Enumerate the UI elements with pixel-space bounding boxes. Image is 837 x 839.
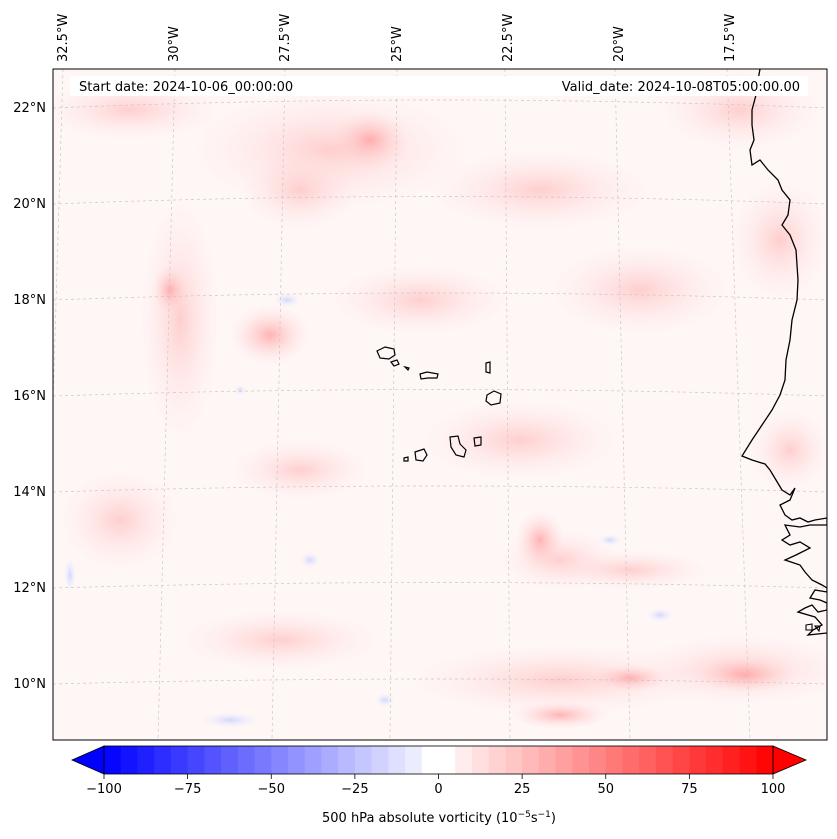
colorbar-segment [622, 746, 640, 774]
island-sal [485, 361, 491, 374]
date-header: Start date: 2024-10-06_00:00:00 Valid_da… [70, 76, 808, 96]
island-sao-nicolau [419, 371, 439, 380]
island-santiago [449, 435, 467, 458]
longitude-labels: 32.5°W 30°W 27.5°W 25°W 22.5°W 20°W 17.5… [56, 14, 738, 62]
colorbar-segment [338, 746, 356, 774]
colorbar-segment [137, 746, 155, 774]
colorbar-segment [756, 746, 774, 774]
island-santa-luzia [403, 365, 410, 372]
colorbar-tick-label: 50 [597, 782, 614, 797]
african-coastline [741, 69, 827, 636]
colorbar-segments [104, 746, 774, 774]
colorbar-tick-label: 75 [681, 782, 698, 797]
cape-verde-islands [376, 346, 502, 462]
latitude-labels: 22°N 20°N 18°N 16°N 14°N 12°N 10°N [13, 101, 46, 692]
lon-label-27-5w: 27.5°W [278, 14, 293, 62]
colorbar-segment [421, 746, 439, 774]
lat-label-20n: 20°N [13, 197, 46, 212]
colorbar-segment [739, 746, 757, 774]
colorbar-segment [371, 746, 389, 774]
colorbar-segment [438, 746, 456, 774]
lat-label-12n: 12°N [13, 581, 46, 596]
lon-label-20w: 20°W [612, 26, 627, 62]
island-sao-vicente [390, 359, 400, 367]
colorbar-segment [639, 746, 657, 774]
colorbar-segment [405, 746, 423, 774]
lon-label-17-5w: 17.5°W [723, 14, 738, 62]
colorbar-segment [254, 746, 272, 774]
colorbar-segment [354, 746, 373, 774]
vorticity-contours [53, 70, 827, 729]
lat-label-18n: 18°N [13, 293, 46, 308]
colorbar-segment [388, 746, 406, 774]
colorbar-tick-label: 0 [434, 782, 442, 797]
gridlines [53, 69, 827, 740]
island-boa-vista [485, 390, 502, 406]
colorbar-segment [237, 746, 255, 774]
colorbar-tick-label: 100 [761, 782, 786, 797]
colorbar-label: 500 hPa absolute vorticity (10−5s−1) [322, 810, 556, 826]
colorbar-segment [321, 746, 339, 774]
colorbar-segment [522, 746, 540, 774]
colorbar-segment [104, 746, 122, 774]
colorbar-segment [170, 746, 189, 774]
valid-date-label: Valid_date: 2024-10-08T05:00:00.00 [562, 80, 800, 95]
island-fogo [414, 448, 428, 462]
colorbar-segment [120, 746, 138, 774]
lat-label-16n: 16°N [13, 389, 46, 404]
colorbar-segment [221, 746, 239, 774]
colorbar-segment [655, 746, 674, 774]
colorbar-tick-label: −25 [341, 782, 368, 797]
colorbar-tick-label: −50 [258, 782, 285, 797]
colorbar-segment [471, 746, 490, 774]
bissagos-islands [805, 623, 821, 633]
colorbar-tick-label: −75 [174, 782, 201, 797]
lon-label-32-5w: 32.5°W [56, 14, 71, 62]
colorbar-segment [488, 746, 506, 774]
colorbar-segment [204, 746, 222, 774]
colorbar-segment [589, 746, 607, 774]
colorbar-segment [304, 746, 322, 774]
colorbar-segment [505, 746, 523, 774]
colorbar-segment [287, 746, 306, 774]
colorbar-segment [555, 746, 573, 774]
colorbar: −100 −75 −50 −25 0 25 50 75 100 500 hPa absolute… [71, 745, 808, 826]
map-panel [53, 69, 827, 740]
colorbar-ticks: −100 −75 −50 −25 0 25 50 75 100 [86, 774, 785, 797]
island-maio [473, 436, 482, 447]
lat-label-22n: 22°N [13, 101, 46, 116]
colorbar-segment [154, 746, 172, 774]
colorbar-segment [538, 746, 556, 774]
lat-label-10n: 10°N [13, 677, 46, 692]
colorbar-left-extend-arrow [71, 745, 105, 775]
map-frame [52, 68, 828, 741]
colorbar-segment [572, 746, 590, 774]
lon-label-25w: 25°W [390, 26, 405, 62]
start-date-label: Start date: 2024-10-06_00:00:00 [79, 80, 293, 95]
colorbar-segment [722, 746, 740, 774]
colorbar-segment [689, 746, 707, 774]
colorbar-segment [187, 746, 205, 774]
colorbar-segment [271, 746, 289, 774]
island-brava [403, 456, 409, 462]
lon-label-22-5w: 22.5°W [501, 14, 516, 62]
colorbar-segment [672, 746, 690, 774]
lat-label-14n: 14°N [13, 485, 46, 500]
colorbar-right-extend-arrow [772, 745, 808, 775]
colorbar-segment [605, 746, 623, 774]
colorbar-tick-label: 25 [514, 782, 531, 797]
lon-label-30w: 30°W [167, 26, 182, 62]
colorbar-tick-label: −100 [86, 782, 122, 797]
colorbar-segment [706, 746, 724, 774]
colorbar-segment [455, 746, 473, 774]
island-santo-antao [376, 346, 396, 360]
